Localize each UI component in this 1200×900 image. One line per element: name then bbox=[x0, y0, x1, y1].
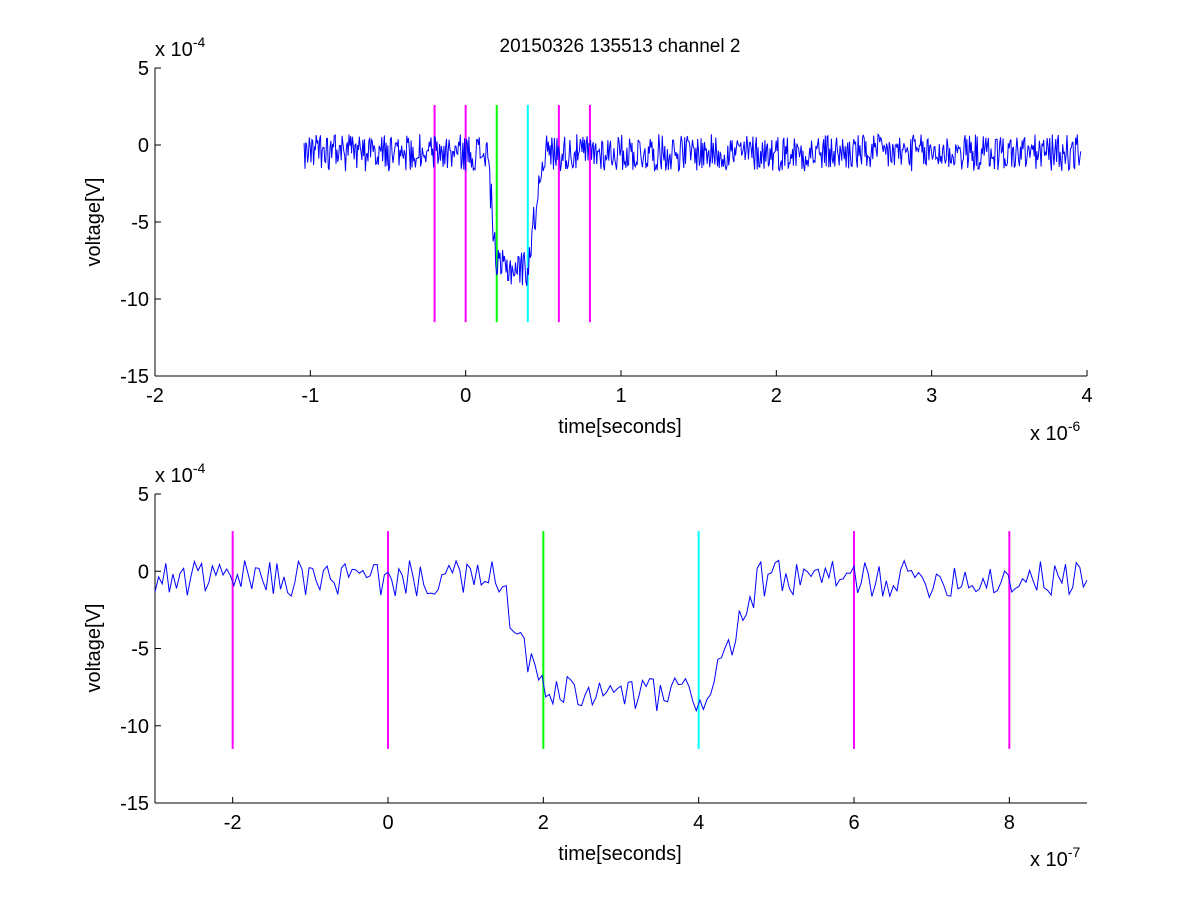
y-axis-label: voltage[V] bbox=[83, 178, 105, 267]
x-tick-label: -2 bbox=[224, 812, 242, 834]
x-ticks: -2 0 2 4 6 8 bbox=[224, 797, 1015, 834]
y-ticks: -15 -10 -5 0 5 bbox=[120, 484, 161, 815]
y-tick-label: -10 bbox=[120, 716, 149, 738]
figure-title: 20150326 135513 channel 2 bbox=[500, 36, 741, 57]
marker-lines bbox=[231, 531, 1011, 749]
y-ticks: -15 -10 -5 0 5 bbox=[120, 58, 161, 388]
y-exponent-label: x 10-4 bbox=[155, 460, 205, 487]
signal-trace-group bbox=[154, 559, 1088, 713]
x-tick-label: 6 bbox=[848, 812, 859, 834]
x-axis-label: time[seconds] bbox=[558, 843, 681, 865]
x-exponent-label: x 10-7 bbox=[1030, 844, 1080, 871]
signal-trace-group bbox=[303, 133, 1082, 287]
y-tick-label: -5 bbox=[131, 639, 149, 661]
y-tick-label: -15 bbox=[120, 366, 149, 388]
x-tick-label: 2 bbox=[538, 812, 549, 834]
x-tick-label: 0 bbox=[382, 812, 393, 834]
x-tick-label: 4 bbox=[1081, 385, 1092, 407]
signal-trace bbox=[154, 559, 1088, 713]
x-tick-label: -1 bbox=[301, 385, 319, 407]
subplot-top: -15-10-505 -2 -1 0 1 2 3 4 voltage[V] time[sec… bbox=[83, 34, 1093, 445]
y-tick-label: 0 bbox=[138, 561, 149, 583]
y-tick-label: -10 bbox=[120, 289, 149, 311]
x-ticks: -2 -1 0 1 2 3 4 bbox=[146, 370, 1093, 407]
x-tick-label: 2 bbox=[771, 385, 782, 407]
x-tick-label: 4 bbox=[693, 812, 704, 834]
x-axis-label: time[seconds] bbox=[558, 416, 681, 438]
x-tick-label: 8 bbox=[1004, 812, 1015, 834]
y-tick-label: 5 bbox=[138, 484, 149, 506]
x-tick-label: 3 bbox=[926, 385, 937, 407]
x-tick-label: -2 bbox=[146, 385, 164, 407]
y-tick-label: -5 bbox=[131, 212, 149, 234]
y-axis-label: voltage[V] bbox=[83, 604, 105, 693]
y-tick-label: 0 bbox=[138, 135, 149, 157]
subplot-bottom: -15 -10 -5 0 5 -2 0 2 4 6 8 voltage[V] time[secon… bbox=[83, 460, 1088, 871]
x-tick-label: 1 bbox=[615, 385, 626, 407]
x-exponent-label: x 10-6 bbox=[1030, 418, 1080, 445]
y-tick-label: 5 bbox=[138, 58, 149, 80]
x-tick-label: 0 bbox=[460, 385, 471, 407]
y-tick-label: -15 bbox=[120, 793, 149, 815]
y-exponent-label: x 10-4 bbox=[155, 34, 205, 61]
signal-trace bbox=[303, 133, 1082, 287]
